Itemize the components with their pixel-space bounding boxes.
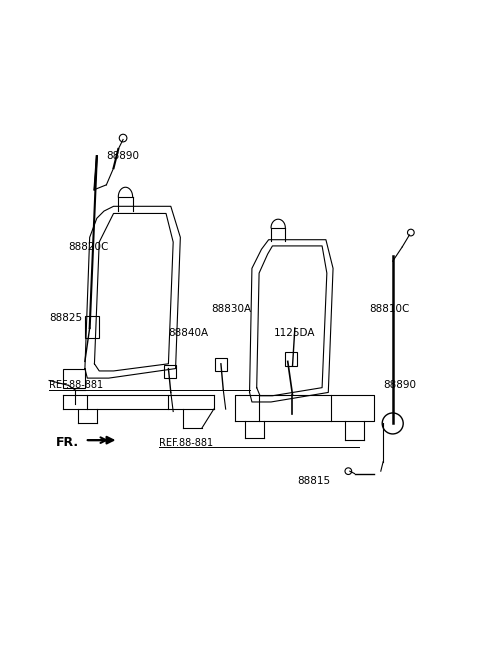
Text: 88830A: 88830A — [211, 304, 252, 314]
Text: REF.88-881: REF.88-881 — [49, 380, 103, 390]
Text: 88840A: 88840A — [168, 328, 208, 338]
Bar — [215, 358, 227, 371]
Bar — [285, 352, 297, 366]
Text: 1125DA: 1125DA — [274, 328, 315, 338]
Text: REF.88-881: REF.88-881 — [0, 655, 1, 656]
Bar — [85, 316, 99, 338]
Text: 88890: 88890 — [383, 380, 416, 390]
Bar — [164, 365, 176, 378]
Text: 88820C: 88820C — [68, 242, 108, 252]
Text: 88815: 88815 — [297, 476, 330, 485]
Text: REF.88-881: REF.88-881 — [0, 655, 1, 656]
Text: REF.88-881: REF.88-881 — [159, 438, 213, 447]
Text: 88890: 88890 — [107, 151, 139, 161]
Text: FR.: FR. — [56, 436, 79, 449]
Text: 88825: 88825 — [49, 314, 82, 323]
Bar — [63, 369, 85, 388]
Text: 88810C: 88810C — [369, 304, 409, 314]
